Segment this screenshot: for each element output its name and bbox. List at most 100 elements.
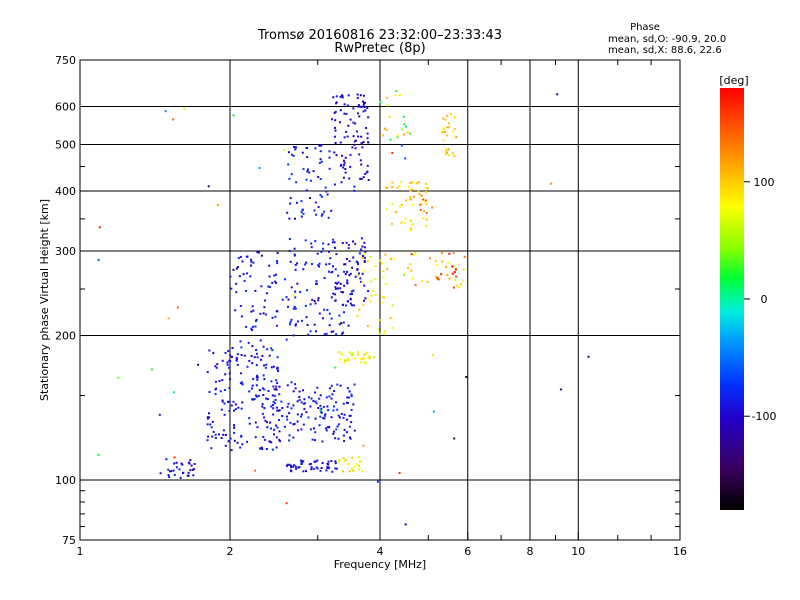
data-point: [587, 355, 590, 358]
data-point: [346, 418, 348, 421]
data-point: [362, 269, 365, 272]
phase-colorbar: [deg] 100 0 -100: [719, 74, 776, 510]
data-point: [265, 363, 268, 366]
data-point: [321, 213, 324, 216]
data-point: [348, 260, 351, 263]
data-point: [172, 118, 175, 121]
data-point: [287, 305, 289, 308]
data-point: [224, 373, 227, 376]
data-point: [366, 164, 369, 167]
data-point: [301, 319, 303, 322]
grid-lines: [80, 60, 680, 540]
data-point: [366, 351, 369, 354]
data-point: [342, 457, 345, 459]
data-point: [346, 359, 349, 362]
data-point: [356, 130, 358, 133]
data-point: [237, 257, 240, 260]
data-point: [333, 151, 336, 154]
data-point: [287, 163, 290, 166]
colorbar-gradient: [720, 88, 744, 510]
data-point: [361, 245, 364, 248]
data-point: [335, 333, 338, 336]
data-point: [334, 366, 337, 369]
data-point: [286, 405, 289, 408]
data-point: [344, 273, 347, 275]
data-point: [425, 182, 428, 185]
data-point: [310, 397, 313, 400]
data-point: [305, 411, 308, 414]
data-point: [212, 430, 215, 433]
data-point: [385, 282, 388, 285]
data-point: [345, 304, 347, 307]
data-point: [233, 409, 235, 412]
data-point: [215, 387, 217, 390]
data-point: [211, 435, 214, 438]
data-point: [407, 186, 410, 188]
data-point: [361, 257, 364, 259]
data-point: [383, 333, 386, 336]
data-point: [314, 147, 317, 150]
data-point: [343, 284, 346, 287]
data-point: [363, 256, 366, 259]
data-point: [304, 263, 307, 266]
data-point: [327, 463, 330, 466]
data-point: [367, 179, 370, 181]
data-point: [298, 466, 301, 468]
data-point: [338, 458, 341, 461]
data-point: [356, 97, 359, 99]
data-point: [295, 323, 297, 326]
data-point: [426, 281, 429, 283]
data-point: [362, 94, 365, 97]
data-point: [206, 371, 209, 374]
data-point: [315, 466, 318, 469]
data-point: [326, 193, 329, 196]
data-point: [310, 242, 313, 245]
data-point: [381, 262, 384, 265]
data-point: [346, 402, 349, 404]
data-point: [298, 399, 301, 401]
data-point: [317, 407, 320, 409]
data-point: [410, 188, 413, 191]
data-point: [210, 447, 213, 450]
data-point: [218, 379, 221, 382]
data-point: [442, 117, 445, 120]
data-point: [385, 129, 388, 131]
data-point: [362, 100, 364, 103]
data-point: [350, 395, 353, 398]
data-point: [352, 289, 355, 292]
data-point: [452, 131, 455, 133]
data-point: [343, 103, 346, 106]
data-point: [409, 182, 412, 184]
data-point: [334, 126, 336, 129]
data-point: [349, 118, 352, 121]
data-point: [235, 282, 238, 285]
data-point: [420, 203, 423, 205]
data-point: [446, 126, 449, 129]
data-point: [448, 252, 451, 255]
data-point: [362, 303, 365, 306]
data-point: [358, 115, 361, 118]
data-point: [333, 183, 336, 186]
data-point: [442, 127, 445, 130]
data-point: [343, 428, 346, 431]
data-point: [170, 470, 173, 473]
data-point: [97, 258, 100, 261]
data-point: [333, 390, 336, 392]
data-point: [324, 413, 327, 416]
data-point: [271, 281, 274, 284]
data-point: [346, 258, 348, 260]
data-point: [290, 318, 293, 321]
data-point: [289, 323, 291, 326]
data-point: [332, 330, 335, 333]
data-point: [346, 431, 348, 434]
data-point: [320, 144, 323, 147]
data-point: [374, 265, 377, 267]
data-point: [367, 290, 370, 292]
data-point: [347, 463, 350, 465]
data-point: [320, 251, 323, 253]
data-point: [290, 464, 292, 467]
data-point: [383, 127, 386, 130]
data-point: [278, 409, 281, 412]
data-point: [330, 397, 333, 400]
data-point: [364, 250, 367, 253]
